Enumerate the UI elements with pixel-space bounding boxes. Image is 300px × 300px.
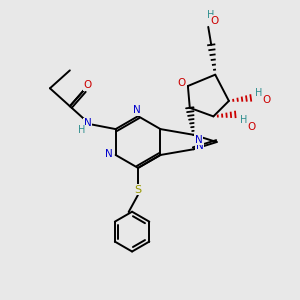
Text: O: O bbox=[178, 78, 186, 88]
Text: N: N bbox=[195, 135, 202, 145]
Text: O: O bbox=[84, 80, 92, 90]
Text: S: S bbox=[134, 185, 142, 195]
Text: N: N bbox=[133, 105, 141, 115]
Text: H: H bbox=[240, 116, 247, 125]
Text: O: O bbox=[247, 122, 256, 132]
Text: O: O bbox=[263, 95, 271, 105]
Text: H: H bbox=[255, 88, 262, 98]
Text: O: O bbox=[210, 16, 218, 26]
Text: H: H bbox=[78, 125, 85, 135]
Text: N: N bbox=[105, 149, 112, 159]
Text: H: H bbox=[207, 10, 214, 20]
Text: N: N bbox=[84, 118, 92, 128]
Text: N: N bbox=[196, 141, 203, 151]
